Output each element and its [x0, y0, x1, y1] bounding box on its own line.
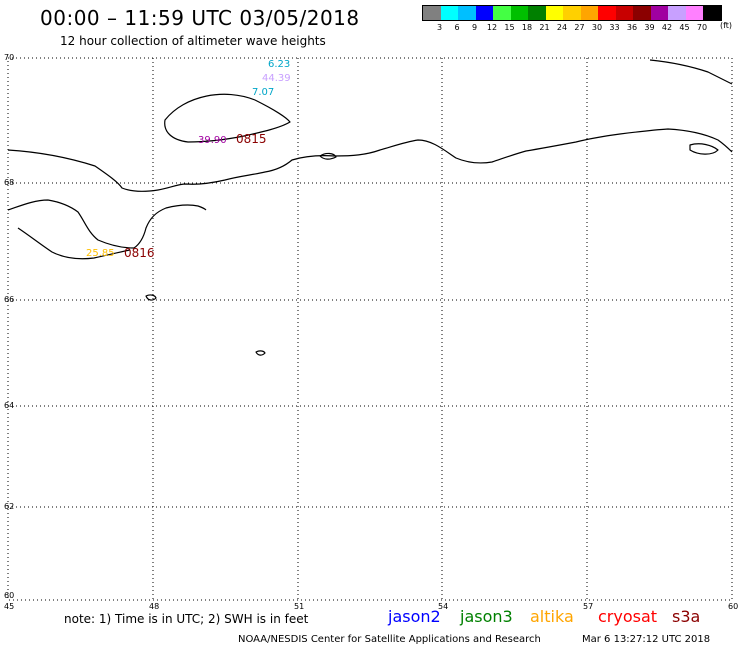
- onega-coast: [17, 227, 131, 260]
- swh-value: 25.85: [86, 248, 115, 259]
- page-subtitle: 12 hour collection of altimeter wave hei…: [60, 34, 326, 48]
- coastline: [7, 59, 733, 356]
- lon-label-51: 51: [294, 602, 304, 611]
- legend-swatch: [423, 6, 441, 20]
- sat-jason2: jason2: [388, 607, 441, 626]
- legend-label: 33: [609, 23, 620, 32]
- legend-swatch: [563, 6, 581, 20]
- graticule: [8, 58, 732, 600]
- sat-altika: altika: [530, 607, 574, 626]
- legend-swatch: [510, 6, 528, 20]
- legend-swatch: [440, 6, 458, 20]
- lat-label-62: 62: [4, 502, 14, 511]
- legend-swatch: [668, 6, 686, 20]
- legend-swatch: [633, 6, 651, 20]
- footnote: note: 1) Time is in UTC; 2) SWH is in fe…: [64, 612, 309, 626]
- sat-jason3: jason3: [460, 607, 513, 626]
- legend-swatch: [650, 6, 668, 20]
- swh-value: 7.07: [252, 87, 274, 98]
- legend-label: 21: [539, 23, 550, 32]
- islet-2: [255, 350, 266, 356]
- legend-label: 36: [626, 23, 638, 32]
- swh-value: 44.39: [262, 73, 291, 84]
- legend-label: 24: [556, 23, 568, 32]
- legend-swatch: [475, 6, 493, 20]
- legend-swatch: [580, 6, 598, 20]
- sat-s3a: s3a: [672, 607, 701, 626]
- legend-swatches: [422, 5, 722, 21]
- islet-4: [689, 143, 719, 155]
- lat-label-66: 66: [4, 295, 14, 304]
- legend-label: 18: [521, 23, 533, 32]
- swh-value: 6.23: [268, 59, 290, 70]
- legend-unit: (ft): [720, 21, 733, 30]
- page-title: 00:00 – 11:59 UTC 03/05/2018: [40, 6, 360, 30]
- swh-value: 39.90: [198, 135, 227, 146]
- legend-swatch: [493, 6, 511, 20]
- white-sea-coast: [7, 199, 207, 249]
- legend-label: 39: [644, 23, 655, 32]
- legend-label: 3: [436, 23, 443, 32]
- legend-swatch: [598, 6, 616, 20]
- legend-swatch: [685, 6, 703, 20]
- legend-swatch: [703, 6, 721, 20]
- islet-1: [145, 294, 157, 301]
- legend-label: 45: [679, 23, 690, 32]
- legend-swatch: [545, 6, 563, 20]
- lon-label-57: 57: [583, 602, 593, 611]
- lon-axis: 45 48 51 54 57 60: [4, 602, 738, 611]
- lat-label-68: 68: [4, 178, 14, 187]
- legend-label: 9: [471, 23, 478, 32]
- credit-line: NOAA/NESDIS Center for Satellite Applica…: [238, 634, 541, 645]
- lon-label-45: 45: [4, 602, 14, 611]
- lat-label-64: 64: [4, 401, 14, 410]
- legend-labels: 3 6 9 12 15 18 21 24 27 30 33 36 39 42 45 70: [422, 23, 722, 35]
- lon-label-54: 54: [438, 602, 448, 611]
- islet-3: [319, 152, 337, 160]
- norway-coast: [649, 59, 733, 85]
- lat-axis: 70 68 66 64 62 60: [4, 53, 14, 600]
- legend-label: 27: [574, 23, 585, 32]
- legend-label: 6: [454, 23, 460, 32]
- map-frame: [7, 57, 733, 601]
- mainland-coast: [7, 128, 733, 192]
- kola-peninsula-coast: [164, 93, 291, 143]
- pass-time-label: 0815: [236, 132, 267, 146]
- generated-timestamp: Mar 6 13:27:12 UTC 2018: [582, 634, 711, 645]
- sat-cryosat: cryosat: [598, 607, 658, 626]
- legend-swatch: [458, 6, 476, 20]
- wave-annotations: 6.23 44.39 7.07 39.90 0815 25.85 0816: [86, 59, 291, 260]
- wave-height-legend: 3 6 9 12 15 18 21 24 27 30 33 36 39 42 45 70 (ft): [422, 5, 732, 35]
- lat-label-60: 60: [4, 591, 14, 600]
- pass-time-label: 0816: [124, 246, 155, 260]
- legend-label: 15: [504, 23, 515, 32]
- lat-label-70: 70: [4, 53, 14, 62]
- legend-label: 12: [486, 23, 498, 32]
- legend-label: 70: [696, 23, 708, 32]
- legend-swatch: [528, 6, 546, 20]
- lon-label-60: 60: [728, 602, 738, 611]
- legend-label: 30: [591, 23, 603, 32]
- legend-swatch: [615, 6, 633, 20]
- legend-label: 42: [661, 23, 673, 32]
- lon-label-48: 48: [149, 602, 159, 611]
